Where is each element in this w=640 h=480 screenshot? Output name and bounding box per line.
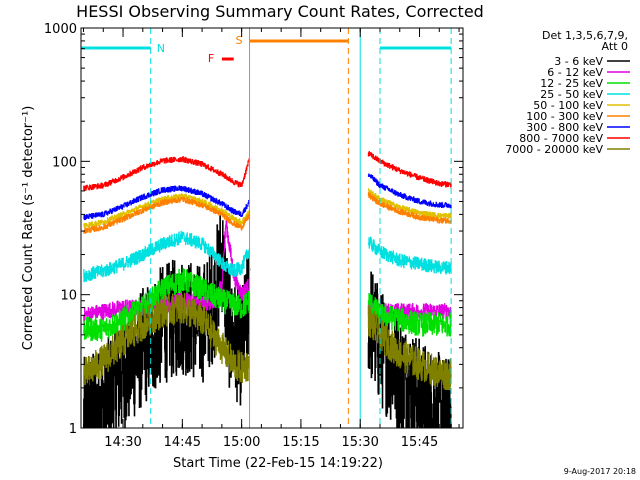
timestamp: 9-Aug-2017 20:18: [564, 467, 636, 476]
series-line-7000-20000keV: [367, 305, 452, 391]
x-axis-label: Start Time (22-Feb-15 14:19:22): [173, 456, 383, 471]
series-layer: [83, 151, 452, 428]
series-line-100-300keV: [367, 192, 452, 224]
series-line-100-300keV: [83, 196, 251, 234]
y-tick-label: 100: [52, 155, 77, 170]
legend-label: 50 - 100 keV: [533, 99, 603, 112]
y-tick-label: 1000: [44, 22, 77, 37]
x-tick-label: 14:30: [104, 435, 141, 450]
series-line-50-100keV: [83, 193, 251, 229]
y-axis-label: Corrected Count Rate (s⁻¹ detector⁻¹): [21, 106, 36, 351]
legend-label: 6 - 12 keV: [547, 66, 603, 79]
y-tick-label: 10: [60, 289, 77, 304]
legend-label: 100 - 300 keV: [526, 110, 603, 123]
series-line-300-800keV: [367, 173, 452, 209]
x-tick-label: 15:15: [282, 435, 319, 450]
x-tick-label: 14:45: [164, 435, 201, 450]
x-tick-label: 15:00: [223, 435, 260, 450]
legend-label: 7000 - 20000 keV: [505, 143, 603, 156]
y-axis: 1 10 100 1000: [44, 22, 463, 437]
night-label: N: [157, 42, 165, 55]
series-line-12-25keV: [83, 268, 251, 342]
series-line-300-800keV: [83, 185, 251, 221]
series-line-12-25keV: [367, 293, 452, 337]
legend-header: Det 1,3,5,6,7,9,: [542, 29, 628, 42]
x-axis: 14:30 14:45 15:00 15:15 15:30 15:45: [83, 28, 460, 450]
series-line-800-7000keV: [83, 156, 251, 191]
saa-label: S: [236, 34, 243, 47]
legend-label: 800 - 7000 keV: [519, 132, 603, 145]
y-tick-label: 1: [69, 422, 77, 437]
series-line-7000-20000keV: [83, 291, 251, 386]
legend-header: Att 0: [602, 40, 628, 53]
legend-label: 300 - 800 keV: [526, 121, 603, 134]
plot-frame: [80, 27, 464, 429]
x-tick-label: 15:30: [341, 435, 378, 450]
annotation-layer: N F S: [81, 28, 452, 428]
legend-label: 25 - 50 keV: [540, 88, 603, 101]
series-line-25-50keV: [367, 236, 452, 275]
flare-label: F: [208, 52, 214, 65]
legend-label: 12 - 25 keV: [540, 77, 603, 90]
series-line-800-7000keV: [367, 151, 452, 188]
chart-title: HESSI Observing Summary Count Rates, Cor…: [76, 2, 484, 21]
x-tick-label: 15:45: [401, 435, 438, 450]
series-line-25-50keV: [83, 230, 251, 283]
legend-label: 3 - 6 keV: [554, 55, 603, 68]
